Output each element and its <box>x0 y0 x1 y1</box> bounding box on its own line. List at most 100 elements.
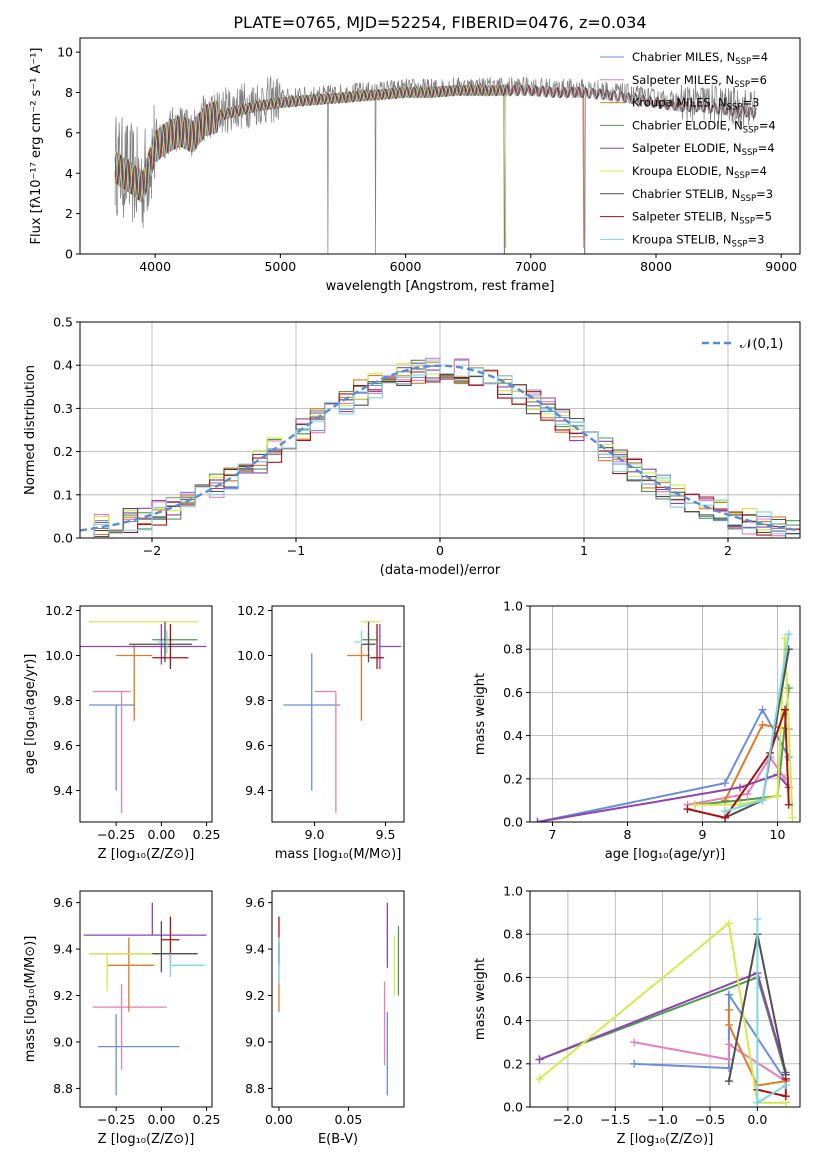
x-tick-label: −1.0 <box>647 1112 677 1127</box>
x-tick-label: 5000 <box>264 259 296 274</box>
y-tick-label: 9.0 <box>245 1034 265 1049</box>
errorbar-kroupa-stelib <box>354 630 363 643</box>
weight-marker <box>721 779 729 788</box>
weight-marker <box>784 684 793 693</box>
weight-marker <box>758 796 767 805</box>
y-axis-label: Flux [fλ10⁻¹⁷ erg cm⁻² s⁻¹ A⁻¹] <box>29 48 44 245</box>
x-tick-label: 0.05 <box>334 1112 362 1127</box>
weight-line <box>694 687 790 806</box>
errorbar-chabrier-elodie <box>361 633 378 651</box>
legend-subscript: SSP <box>734 80 750 90</box>
x-axis-label: Z [log₁₀(Z/Z⊙)] <box>98 847 195 862</box>
model-line-chabrier-miles <box>114 84 585 248</box>
errorbar-salpeter-elodie <box>83 902 207 936</box>
weights-salpeter-stelib <box>753 1074 790 1101</box>
y-axis-label: Normed distribution <box>23 365 38 495</box>
panel-age_vs_Z: −0.25 0.00 0.25 9.4 9.6 9.8 10.0 10.2 Z [log₁₀(Z… <box>23 603 220 862</box>
x-axis-label: mass [log₁₀(M/M⊙)] <box>275 847 402 862</box>
weight-marker <box>724 1077 733 1086</box>
errorbar-chabrier-stelib <box>361 621 376 663</box>
legend-label: Chabrier STELIB, NSSP=3 <box>632 187 773 204</box>
weight-marker <box>758 705 767 714</box>
panel-age_vs_mass: 9.0 9.5 9.4 9.6 9.8 10.0 10.2 mass [log₁₀(M/M⊙)… <box>237 603 405 862</box>
figure-title: PLATE=0765, MJD=52254, FIBERID=0476, z=0… <box>233 13 646 32</box>
x-tick-label: 8 <box>624 827 632 842</box>
plot-area <box>533 630 797 822</box>
plot-area <box>114 76 757 254</box>
y-tick-label: 10.2 <box>237 603 265 618</box>
weight-marker <box>533 818 542 822</box>
x-tick-label: 0.0 <box>747 1112 767 1127</box>
y-tick-label: 9.2 <box>245 988 265 1003</box>
x-axis-label: Z [log₁₀(Z/Z⊙)] <box>98 1132 195 1147</box>
weight-marker <box>691 800 699 809</box>
x-tick-label: −2.0 <box>553 1112 583 1127</box>
y-tick-label: 9.8 <box>53 693 73 708</box>
y-tick-label: 9.6 <box>245 738 265 753</box>
y-tick-label: 9.2 <box>53 988 73 1003</box>
x-tick-label: 2 <box>724 543 732 558</box>
y-tick-label: 8 <box>65 85 73 100</box>
y-tick-label: 0.0 <box>503 815 523 830</box>
x-tick-label: −0.25 <box>97 827 135 842</box>
weight-marker <box>630 1038 639 1047</box>
y-tick-label: 0 <box>65 247 73 262</box>
x-tick-label: 0.25 <box>193 827 221 842</box>
y-tick-label: 1.0 <box>503 884 523 899</box>
model-line-salpeter-stelib <box>114 84 757 200</box>
y-tick-label: 0.3 <box>53 401 73 416</box>
legend-nssp: =4 <box>758 141 775 155</box>
x-tick-label: 0.00 <box>147 1112 175 1127</box>
x-tick-label: 6000 <box>390 259 422 274</box>
y-tick-label: 8.8 <box>245 1081 265 1096</box>
weight-marker <box>724 1040 733 1049</box>
legend-nssp: =3 <box>742 96 759 110</box>
panel-mass_vs_Z: −0.25 0.00 0.25 8.8 9.0 9.2 9.4 9.6 Z [log₁₀(Z/Z… <box>23 890 220 1147</box>
x-tick-label: 0.00 <box>147 827 175 842</box>
weight-marker <box>724 1005 733 1014</box>
errorbar-salpeter-miles <box>92 983 167 1070</box>
y-tick-label: 6 <box>65 125 73 140</box>
y-tick-label: 0.0 <box>503 1100 523 1115</box>
y-tick-label: 9.4 <box>53 783 73 798</box>
y-tick-label: 0.6 <box>503 685 523 700</box>
x-tick-label: −0.25 <box>97 1112 135 1127</box>
y-axis-label: mass [log₁₀(M/M⊙)] <box>23 936 38 1063</box>
legend-subscript: SSP <box>735 57 751 67</box>
errorbar-chabrier-miles <box>89 704 135 791</box>
errorbar-kroupa-stelib <box>157 630 168 654</box>
y-tick-label: 8.8 <box>53 1081 73 1096</box>
weight-marker <box>535 1055 544 1064</box>
legend-nssp: =4 <box>751 50 768 64</box>
weight-marker <box>784 800 793 809</box>
weights-kroupa-stelib <box>721 630 793 816</box>
x-tick-label: 7000 <box>515 259 547 274</box>
y-tick-label: 9.4 <box>245 783 265 798</box>
legend-label: Kroupa STELIB, NSSP=3 <box>632 232 764 249</box>
y-tick-label: 2 <box>65 206 73 221</box>
y-tick-label: 10.0 <box>237 648 265 663</box>
weight-marker <box>784 630 793 639</box>
errorbar-chabrier-miles <box>283 653 341 791</box>
legend-label: Salpeter ELODIE, NSSP=4 <box>632 141 775 158</box>
y-tick-label: 4 <box>65 166 73 181</box>
weight-line <box>537 707 790 822</box>
legend-nssp: =4 <box>759 118 776 132</box>
x-axis-label: E(B-V) <box>318 1132 358 1147</box>
x-tick-label: 10 <box>770 827 786 842</box>
weight-line <box>724 649 790 819</box>
model-line-kroupa-stelib <box>114 84 757 201</box>
axes-frame <box>271 890 405 1108</box>
y-tick-label: 9.6 <box>53 895 73 910</box>
model-line-kroupa-elodie <box>114 84 507 248</box>
plot-area <box>83 902 207 1096</box>
plot-area <box>535 915 790 1107</box>
x-tick-label: 7 <box>549 827 557 842</box>
weight-marker <box>753 915 762 924</box>
legend-subscript: SSP <box>727 103 743 113</box>
y-tick-label: 9.6 <box>245 895 265 910</box>
weight-marker <box>753 1098 762 1107</box>
x-tick-label: −1.5 <box>600 1112 630 1127</box>
errorbar-kroupa-miles <box>347 644 370 721</box>
y-tick-label: 0.8 <box>503 927 523 942</box>
